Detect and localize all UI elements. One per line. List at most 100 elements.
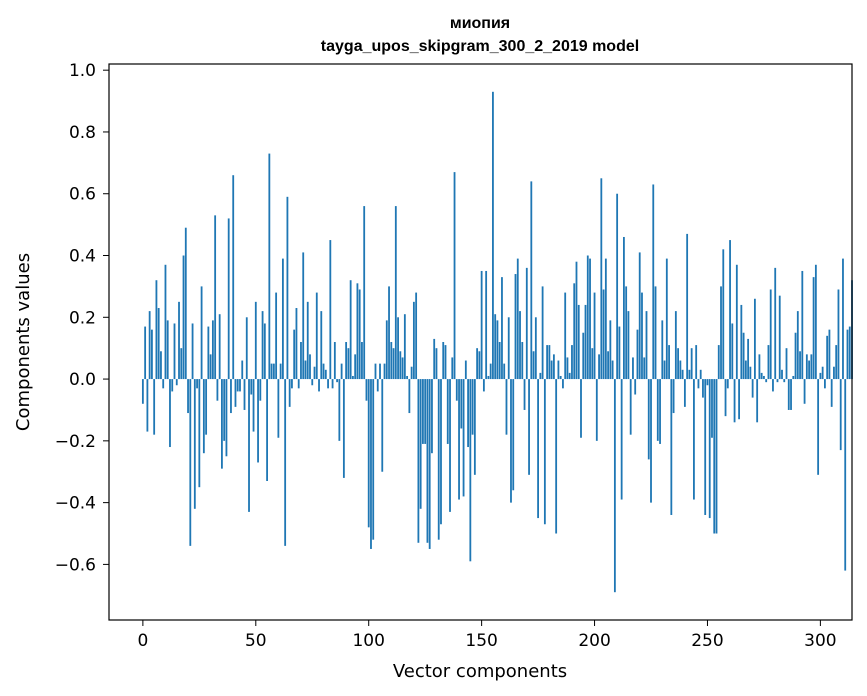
bar: [790, 379, 792, 410]
bar: [683, 379, 686, 407]
bar: [383, 363, 386, 380]
bar: [600, 178, 603, 380]
bar: [333, 342, 336, 380]
bar: [365, 379, 368, 401]
bar: [458, 379, 460, 500]
bar: [810, 354, 813, 380]
bar: [516, 258, 519, 380]
bar: [480, 270, 483, 380]
bar: [713, 379, 716, 534]
bar: [469, 379, 472, 562]
bar: [704, 379, 707, 515]
bar: [735, 264, 738, 380]
bar: [221, 379, 223, 469]
bar: [828, 329, 831, 380]
bar: [616, 193, 619, 380]
bar: [205, 379, 208, 435]
bar: [575, 261, 578, 380]
bar: [419, 379, 422, 509]
bar: [422, 379, 424, 444]
bar: [846, 329, 849, 380]
bar: [611, 360, 614, 380]
bar: [381, 379, 384, 472]
bar: [774, 267, 777, 380]
bar: [467, 379, 469, 448]
bar: [498, 342, 501, 380]
bar: [141, 379, 144, 404]
bar: [776, 379, 779, 383]
bar: [489, 363, 492, 380]
bar: [742, 332, 745, 380]
chart-subtitle: tayga_upos_skipgram_300_2_2019 model: [321, 38, 639, 55]
bar: [338, 379, 341, 441]
bar: [586, 255, 589, 380]
bar: [717, 345, 720, 380]
bar: [584, 304, 587, 380]
bar: [435, 348, 438, 380]
bar: [252, 379, 255, 432]
bar: [837, 289, 840, 380]
bar: [164, 264, 167, 380]
x-tick-label: 200: [578, 631, 610, 651]
bar: [625, 286, 628, 380]
bar: [613, 379, 616, 593]
bar: [207, 326, 210, 380]
bar: [607, 351, 609, 380]
bar: [318, 379, 320, 392]
x-axis-label: Vector components: [393, 661, 567, 682]
bar: [530, 181, 533, 380]
bar: [751, 379, 754, 398]
bar: [679, 360, 682, 380]
bar: [354, 354, 357, 380]
bar: [160, 351, 162, 380]
bar: [568, 372, 571, 380]
bar: [602, 289, 605, 380]
bar: [227, 218, 230, 380]
bar: [379, 363, 381, 380]
bar: [261, 311, 264, 380]
bar: [548, 345, 551, 380]
bar: [659, 379, 661, 444]
bar: [173, 323, 176, 380]
bar: [309, 354, 311, 380]
bar: [636, 329, 639, 380]
bar: [767, 345, 770, 380]
bar: [462, 379, 465, 497]
bar: [230, 379, 232, 414]
bar: [819, 372, 822, 380]
bar: [367, 379, 370, 528]
bar: [726, 379, 729, 389]
bar: [392, 348, 395, 380]
bar: [842, 258, 844, 380]
bar: [478, 351, 481, 380]
bar: [848, 326, 851, 380]
bar: [564, 292, 567, 380]
bar: [263, 323, 266, 380]
bar: [523, 379, 526, 410]
bar: [656, 379, 659, 441]
bar: [295, 308, 298, 380]
bar: [401, 357, 404, 380]
bar: [277, 379, 280, 438]
bar: [189, 379, 192, 546]
x-tick-label: 100: [352, 631, 384, 651]
bar: [749, 366, 752, 380]
bar: [180, 348, 183, 380]
bar: [442, 342, 445, 380]
bar: [532, 351, 535, 380]
bar: [449, 379, 451, 512]
bar: [236, 379, 239, 392]
bar: [550, 360, 553, 380]
bar: [501, 277, 503, 380]
bar: [361, 342, 363, 380]
bar: [162, 379, 165, 389]
bar: [591, 348, 594, 380]
bar: [193, 379, 196, 509]
bar: [146, 379, 149, 432]
bar: [814, 264, 817, 380]
y-tick-label: −0.4: [55, 494, 96, 514]
bar: [428, 379, 431, 549]
bar: [796, 311, 799, 380]
y-tick-label: 1.0: [69, 61, 96, 81]
bar: [196, 379, 198, 389]
